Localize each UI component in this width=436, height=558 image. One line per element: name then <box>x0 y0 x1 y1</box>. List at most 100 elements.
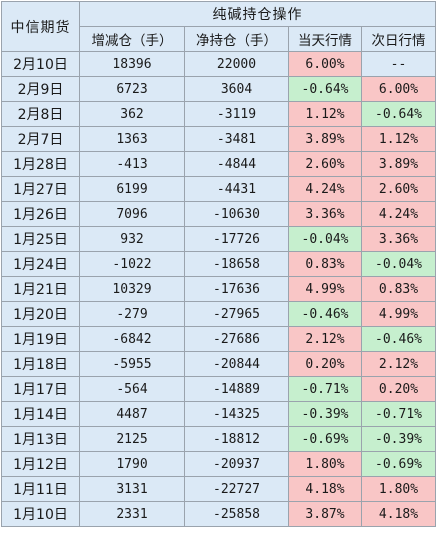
change-cell: 10329 <box>79 276 185 302</box>
date-cell: 2月10日 <box>1 51 80 77</box>
change-cell: 1790 <box>79 451 185 477</box>
table-row: 1月26日 7096 -10630 3.36% 4.24% <box>1 201 436 227</box>
net-position-cell: -10630 <box>184 201 289 227</box>
table-row: 2月10日 18396 22000 6.00% -- <box>1 51 436 77</box>
next-day-quote-cell: -0.04% <box>361 251 436 277</box>
date-cell: 1月10日 <box>1 501 80 527</box>
next-day-quote-cell: 1.80% <box>361 476 436 502</box>
next-day-quote-cell: -0.39% <box>361 426 436 452</box>
net-position-cell: -20937 <box>184 451 289 477</box>
change-cell: 1363 <box>79 126 185 152</box>
net-position-cell: -4844 <box>184 151 289 177</box>
change-cell: 3131 <box>79 476 185 502</box>
net-position-cell: -14325 <box>184 401 289 427</box>
table-row: 2月7日 1363 -3481 3.89% 1.12% <box>1 126 436 152</box>
date-cell: 1月24日 <box>1 251 80 277</box>
net-position-cell: -22727 <box>184 476 289 502</box>
today-quote-cell: -0.04% <box>288 226 362 252</box>
net-position-cell: -17726 <box>184 226 289 252</box>
change-cell: -413 <box>79 151 185 177</box>
change-cell: -6842 <box>79 326 185 352</box>
header-row-group: 中信期货 纯碱持仓操作 <box>1 1 436 52</box>
net-position-cell: -14889 <box>184 376 289 402</box>
column-header-net: 净持仓（手） <box>184 26 289 52</box>
next-day-quote-cell: 3.36% <box>361 226 436 252</box>
date-cell: 1月12日 <box>1 451 80 477</box>
net-position-cell: 22000 <box>184 51 289 77</box>
table-row: 1月25日 932 -17726 -0.04% 3.36% <box>1 226 436 252</box>
table-row: 2月8日 362 -3119 1.12% -0.64% <box>1 101 436 127</box>
net-position-cell: -3481 <box>184 126 289 152</box>
corner-header: 中信期货 <box>1 1 80 52</box>
table-row: 1月20日 -279 -27965 -0.46% 4.99% <box>1 301 436 327</box>
column-header-next: 次日行情 <box>361 26 436 52</box>
date-cell: 1月14日 <box>1 401 80 427</box>
table-row: 1月28日 -413 -4844 2.60% 3.89% <box>1 151 436 177</box>
date-cell: 1月18日 <box>1 351 80 377</box>
date-cell: 1月28日 <box>1 151 80 177</box>
column-header-today: 当天行情 <box>288 26 362 52</box>
table-body: 2月10日 18396 22000 6.00% -- 2月9日 6723 3604 -0.64%… <box>1 51 436 527</box>
today-quote-cell: 4.24% <box>288 176 362 202</box>
next-day-quote-cell: 0.20% <box>361 376 436 402</box>
change-cell: 932 <box>79 226 185 252</box>
next-day-quote-cell: -- <box>361 51 436 77</box>
table-row: 1月12日 1790 -20937 1.80% -0.69% <box>1 451 436 477</box>
today-quote-cell: 0.20% <box>288 351 362 377</box>
change-cell: 362 <box>79 101 185 127</box>
position-table: 中信期货 纯碱持仓操作 增减仓（手） 净持仓（手） 当天行情 次日行情 2月10… <box>1 1 436 527</box>
table-row: 1月11日 3131 -22727 4.18% 1.80% <box>1 476 436 502</box>
table-row: 1月13日 2125 -18812 -0.69% -0.39% <box>1 426 436 452</box>
column-header-change: 增减仓（手） <box>79 26 185 52</box>
group-title-header: 纯碱持仓操作 <box>79 1 436 27</box>
date-cell: 1月11日 <box>1 476 80 502</box>
net-position-cell: -3119 <box>184 101 289 127</box>
date-cell: 2月7日 <box>1 126 80 152</box>
change-cell: 6723 <box>79 76 185 102</box>
table-row: 1月24日 -1022 -18658 0.83% -0.04% <box>1 251 436 277</box>
next-day-quote-cell: 3.89% <box>361 151 436 177</box>
date-cell: 1月27日 <box>1 176 80 202</box>
next-day-quote-cell: -0.69% <box>361 451 436 477</box>
next-day-quote-cell: 0.83% <box>361 276 436 302</box>
today-quote-cell: 6.00% <box>288 51 362 77</box>
table-row: 1月17日 -564 -14889 -0.71% 0.20% <box>1 376 436 402</box>
today-quote-cell: -0.71% <box>288 376 362 402</box>
today-quote-cell: 2.60% <box>288 151 362 177</box>
net-position-cell: -27686 <box>184 326 289 352</box>
date-cell: 1月19日 <box>1 326 80 352</box>
date-cell: 2月8日 <box>1 101 80 127</box>
net-position-cell: -27965 <box>184 301 289 327</box>
net-position-cell: -18658 <box>184 251 289 277</box>
date-cell: 1月25日 <box>1 226 80 252</box>
change-cell: -5955 <box>79 351 185 377</box>
header-row-columns: 增减仓（手） 净持仓（手） 当天行情 次日行情 <box>2 26 436 52</box>
net-position-cell: -20844 <box>184 351 289 377</box>
today-quote-cell: 1.12% <box>288 101 362 127</box>
change-cell: 4487 <box>79 401 185 427</box>
today-quote-cell: -0.46% <box>288 301 362 327</box>
change-cell: 2125 <box>79 426 185 452</box>
table-row: 1月19日 -6842 -27686 2.12% -0.46% <box>1 326 436 352</box>
next-day-quote-cell: 2.12% <box>361 351 436 377</box>
net-position-cell: -25858 <box>184 501 289 527</box>
next-day-quote-cell: -0.71% <box>361 401 436 427</box>
next-day-quote-cell: -0.46% <box>361 326 436 352</box>
today-quote-cell: 3.36% <box>288 201 362 227</box>
next-day-quote-cell: 6.00% <box>361 76 436 102</box>
table-row: 2月9日 6723 3604 -0.64% 6.00% <box>1 76 436 102</box>
today-quote-cell: 3.89% <box>288 126 362 152</box>
change-cell: -279 <box>79 301 185 327</box>
next-day-quote-cell: 1.12% <box>361 126 436 152</box>
today-quote-cell: 2.12% <box>288 326 362 352</box>
change-cell: 2331 <box>79 501 185 527</box>
today-quote-cell: -0.64% <box>288 76 362 102</box>
next-day-quote-cell: 4.18% <box>361 501 436 527</box>
today-quote-cell: 1.80% <box>288 451 362 477</box>
today-quote-cell: -0.39% <box>288 401 362 427</box>
today-quote-cell: 0.83% <box>288 251 362 277</box>
today-quote-cell: 4.18% <box>288 476 362 502</box>
table-row: 1月18日 -5955 -20844 0.20% 2.12% <box>1 351 436 377</box>
change-cell: 18396 <box>79 51 185 77</box>
date-cell: 1月21日 <box>1 276 80 302</box>
